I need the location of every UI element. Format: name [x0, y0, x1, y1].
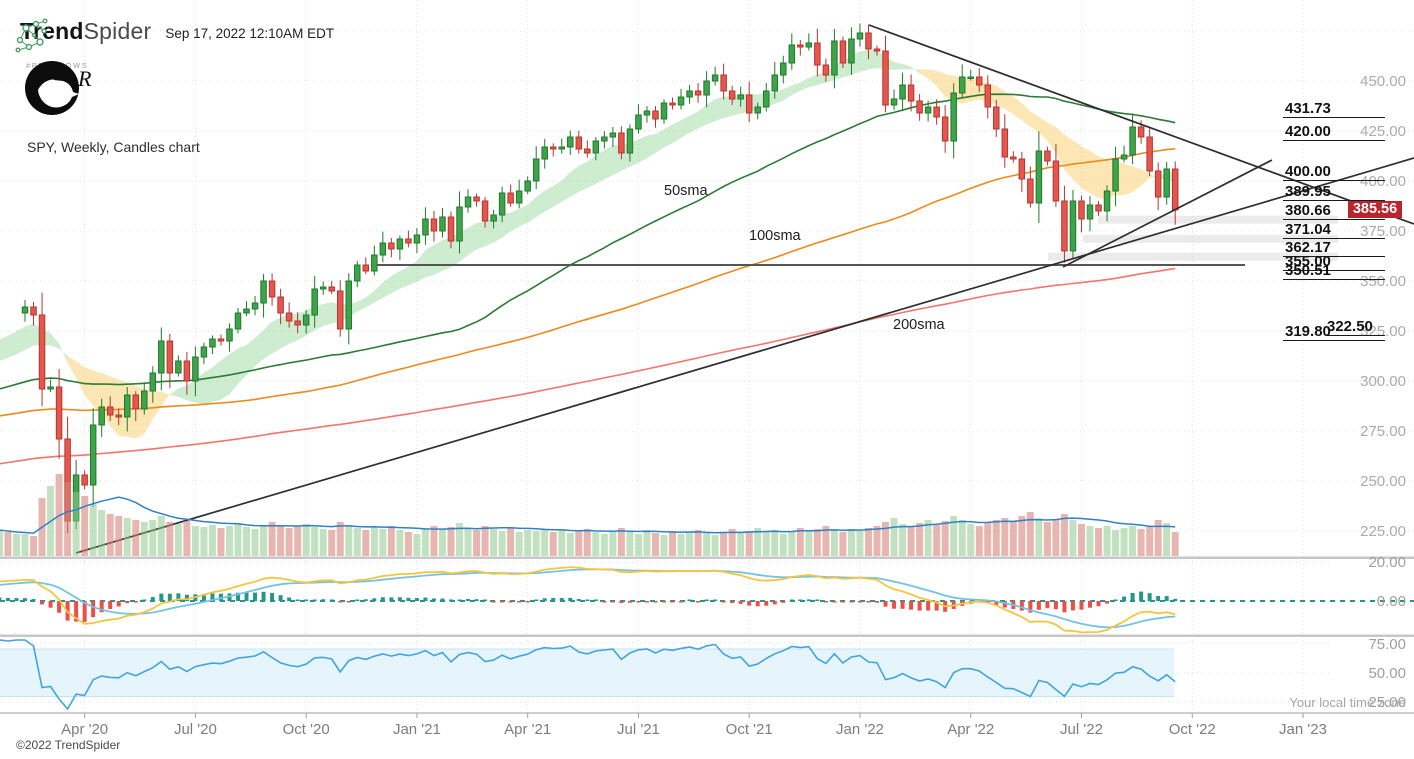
timezone-note: Your local time zone — [1289, 695, 1406, 710]
trendspider-logo-icon — [15, 18, 48, 53]
watermark-logo: R #PECKNOWS — [24, 60, 114, 115]
copyright-text: ©2022 TrendSpider — [16, 738, 121, 752]
app-title: TrendSpider — [20, 18, 151, 45]
app-title-bold: Trend — [20, 18, 84, 44]
chart-subtitle: SPY, Weekly, Candles chart — [27, 139, 200, 155]
app-header: TrendSpider Sep 17, 2022 12:10AM EDT — [14, 18, 335, 53]
bird-logo-icon: R — [25, 61, 92, 115]
chart-timestamp: Sep 17, 2022 12:10AM EDT — [165, 25, 335, 41]
signature-r: R — [77, 66, 92, 91]
app-title-light: Spider — [83, 18, 152, 44]
